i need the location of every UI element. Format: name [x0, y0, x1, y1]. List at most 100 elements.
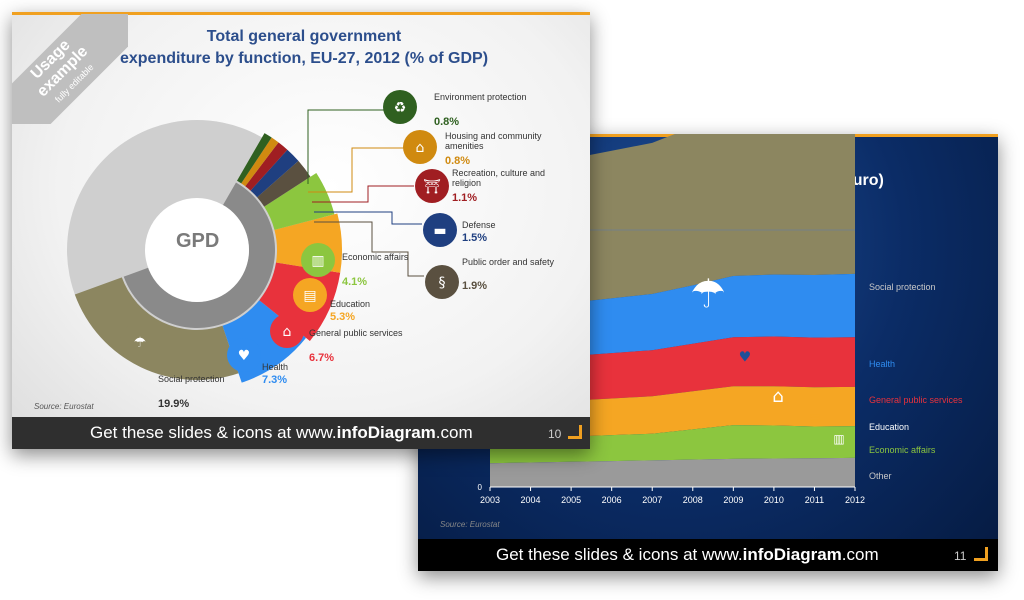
area-series — [490, 425, 855, 464]
category-icon-bg — [120, 322, 160, 362]
slide2-source: Source: Eurostat — [440, 520, 500, 529]
category-label: Environment protection — [434, 92, 527, 102]
donut-total-ring — [123, 182, 275, 328]
category-label: Education — [330, 299, 371, 309]
category-value: 5.3% — [330, 311, 356, 323]
donut-slice — [250, 149, 299, 198]
slide1-footer-prefix: Get these slides & icons at www. — [90, 423, 337, 442]
category-label: General public services — [309, 328, 403, 338]
legend-label: General public services — [869, 395, 963, 405]
x-tick-label: 2010 — [764, 495, 784, 505]
category-value: 4.1% — [342, 276, 368, 288]
slide1-footer-suffix: .com — [435, 423, 473, 442]
slide1-title: Total general government expenditure by … — [94, 26, 514, 70]
category-icon: ⛩ — [423, 179, 441, 195]
donut-slice — [237, 133, 272, 184]
category-value: 0.8% — [434, 116, 460, 128]
x-tick-label: 2009 — [723, 495, 743, 505]
donut-slice — [74, 277, 239, 381]
legend-label: Education — [869, 422, 910, 432]
category-icon-bg — [415, 169, 449, 203]
area-category-icon: ▥ — [833, 432, 844, 446]
category-icon: ⌂ — [283, 324, 292, 340]
category-icon: ♥ — [238, 348, 251, 364]
area-series — [490, 457, 855, 487]
leader-line — [307, 109, 384, 184]
slide1-footer-text: Get these slides & icons at www.infoDiag… — [90, 423, 473, 443]
slide2-footer-suffix: .com — [841, 545, 879, 564]
category-icon-bg — [270, 314, 304, 348]
category-icon-bg — [227, 338, 261, 372]
donut-chart: ☂ ♥ ⌂ ▤ ▥ § ▬ ⛩ ⌂ ♻ — [67, 90, 459, 383]
leader-line — [312, 185, 414, 203]
category-icon: § — [439, 275, 446, 291]
category-label: Health — [262, 362, 289, 372]
category-value: 1.9% — [462, 280, 488, 292]
category-icon: ⌂ — [416, 140, 425, 156]
category-value: 1.1% — [452, 192, 478, 204]
category-icon-bg — [425, 265, 459, 299]
slide1-title-line1: Total general government — [206, 28, 402, 45]
category-value: 0.8% — [445, 155, 471, 167]
category-value: 6.7% — [309, 352, 335, 364]
slide1-page-number: 10 — [548, 427, 562, 441]
legend-label: Economic affairs — [869, 445, 936, 455]
x-tick-label: 2005 — [561, 495, 581, 505]
category-label: Economic affairs — [342, 252, 409, 262]
area-category-icon: ⌂ — [772, 386, 783, 407]
category-icon: ▬ — [433, 223, 446, 239]
x-tick-label: 2004 — [521, 495, 541, 505]
top-accent-line — [12, 12, 590, 15]
x-tick-label: 2011 — [805, 495, 824, 505]
area-category-icon: ☂ — [690, 271, 726, 317]
category-label: Social protection — [158, 374, 225, 384]
category-icon-bg — [423, 213, 457, 247]
donut-slice — [264, 173, 335, 230]
slide1-footer-brand: infoDiagram — [336, 423, 436, 442]
category-label: Public order and safety — [462, 257, 555, 267]
donut-slice — [245, 142, 288, 191]
category-icon: ▥ — [311, 253, 324, 269]
area-category-icon: ▤ — [809, 411, 820, 425]
slide1-title-line2: expenditure by function, EU-27, 2012 (% … — [119, 50, 489, 67]
corner-mark-icon — [568, 425, 582, 439]
leader-line — [308, 147, 404, 193]
x-tick-label: 2006 — [602, 495, 622, 505]
donut-slice — [241, 137, 279, 187]
category-icon-bg — [403, 130, 437, 164]
category-label: Housing and community amenities — [445, 131, 542, 151]
slide2-footer-prefix: Get these slides & icons at www. — [496, 545, 743, 564]
slide2-footer-text: Get these slides & icons at www.infoDiag… — [496, 545, 879, 565]
donut-slice — [257, 160, 311, 207]
y-tick-label: 0 — [478, 483, 483, 492]
category-label: Recreation, culture and religion — [452, 168, 546, 188]
x-tick-label: 2007 — [642, 495, 662, 505]
slide2-page-number: 11 — [954, 549, 967, 563]
donut-hole — [145, 198, 249, 302]
category-icon-bg — [293, 278, 327, 312]
category-label: Defense — [462, 220, 496, 230]
category-value: 1.5% — [462, 232, 488, 244]
legend-label: Social protection — [869, 282, 936, 292]
legend-label: Health — [869, 359, 896, 369]
x-tick-label: 2012 — [845, 495, 865, 505]
category-icon: ▤ — [303, 288, 316, 304]
slide1-footer: Get these slides & icons at www.infoDiag… — [12, 417, 590, 449]
category-icon: ☂ — [134, 335, 147, 351]
corner-mark-icon — [974, 547, 988, 561]
slide2-footer: Get these slides & icons at www.infoDiag… — [418, 539, 998, 571]
donut-chart-slide: Usage example fully editable Total gener… — [12, 12, 590, 449]
category-icon: ♻ — [394, 100, 407, 116]
leader-line — [314, 211, 422, 225]
slide1-source: Source: Eurostat — [34, 402, 94, 411]
category-value: 7.3% — [262, 374, 288, 386]
leader-line — [314, 221, 424, 277]
category-icon-bg — [301, 243, 335, 277]
x-tick-label: 2003 — [480, 495, 500, 505]
area-category-icon: ♥ — [739, 350, 752, 366]
legend-label: Other — [869, 471, 892, 481]
x-tick-label: 2008 — [683, 495, 703, 505]
slide2-footer-brand: infoDiagram — [742, 545, 842, 564]
center-label: GPD — [176, 230, 220, 252]
category-icon-bg — [383, 90, 417, 124]
